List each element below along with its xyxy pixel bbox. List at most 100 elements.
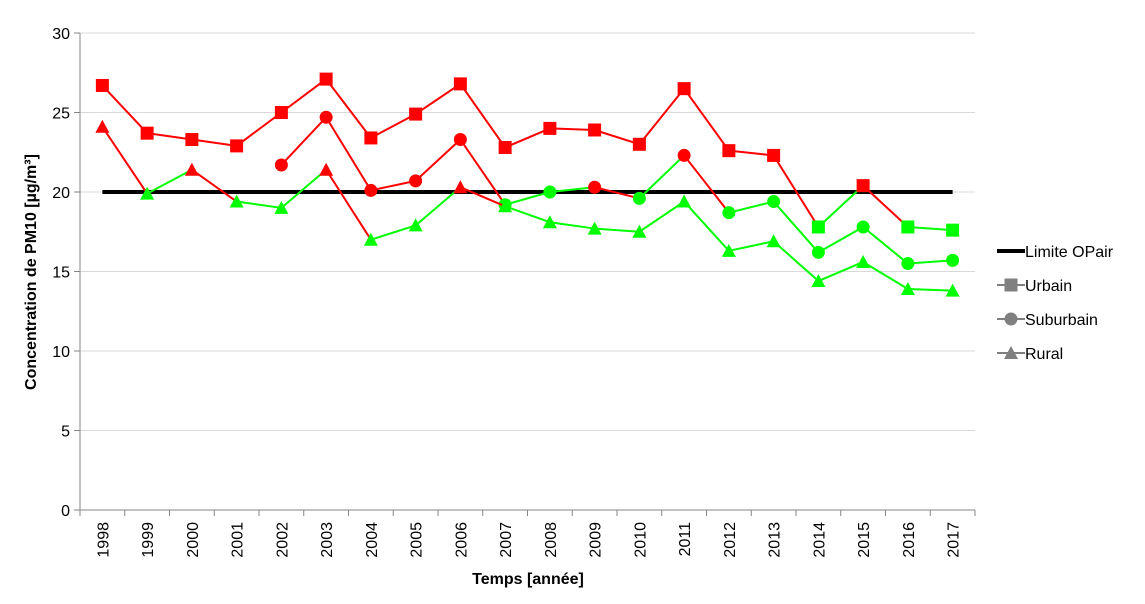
y-tick-labels: 0 5 10 15 20 25 30 — [52, 26, 70, 520]
line-urbain-2002 — [280, 78, 327, 114]
ytick-label-30: 30 — [52, 26, 70, 43]
point-urbain-1998 — [95, 78, 109, 92]
line-urbain-2000 — [191, 138, 237, 147]
line-rural-2009 — [594, 227, 640, 233]
point-rural-2004 — [363, 232, 378, 246]
line-suburbain-2008 — [549, 186, 595, 193]
point-rural-2013 — [766, 234, 781, 248]
line-urbain-2003 — [325, 78, 372, 139]
line-urbain-2011 — [683, 88, 730, 152]
line-urbain-2008 — [549, 127, 595, 131]
point-urbain-2003 — [319, 72, 333, 86]
line-suburbain-2009 — [594, 186, 640, 200]
point-urbain-2001 — [230, 139, 244, 153]
point-rural-2014 — [811, 274, 826, 288]
xtick-label-2017: 2017 — [946, 522, 963, 558]
line-urbain-2015 — [862, 184, 909, 228]
xtick-label-2010: 2010 — [632, 522, 649, 558]
series-group — [95, 72, 960, 297]
point-urbain-2004 — [364, 131, 378, 145]
xtick-label-2000: 2000 — [185, 522, 202, 558]
line-rural-2016 — [907, 287, 953, 292]
line-urbain-2005 — [415, 83, 461, 115]
point-urbain-2008 — [543, 121, 557, 135]
series-suburbain — [274, 110, 960, 271]
line-urbain-2001 — [236, 111, 282, 147]
point-suburbain-2016 — [901, 257, 915, 271]
point-rural-2009 — [587, 221, 602, 235]
line-rural-1999 — [146, 168, 193, 195]
line-suburbain-2010 — [638, 154, 685, 200]
legend-urbain-label: Urbain — [1025, 278, 1072, 295]
line-suburbain-2006 — [459, 138, 506, 206]
point-urbain-2010 — [632, 137, 646, 151]
point-suburbain-2017 — [946, 253, 960, 267]
line-rural-2001 — [236, 200, 282, 209]
point-suburbain-2011 — [677, 148, 691, 162]
line-urbain-2013 — [772, 154, 820, 228]
line-suburbain-2007 — [504, 191, 551, 206]
point-suburbain-2013 — [767, 195, 781, 209]
xtick-label-2006: 2006 — [453, 522, 470, 558]
line-suburbain-2004 — [370, 179, 416, 192]
legend-rural-swatch-marker — [1004, 346, 1018, 359]
point-rural-2001 — [229, 194, 244, 208]
line-urbain-2016 — [907, 225, 953, 232]
ytick-label-10: 10 — [52, 344, 70, 361]
legend-suburbain-swatch-marker — [1004, 312, 1018, 326]
line-rural-2006 — [459, 186, 506, 208]
line-rural-1998 — [101, 126, 148, 195]
point-rural-2003 — [319, 162, 334, 176]
line-rural-2005 — [414, 186, 462, 227]
ytick-label-5: 5 — [61, 424, 70, 441]
line-rural-2015 — [862, 261, 909, 290]
xtick-label-2008: 2008 — [543, 522, 560, 558]
xtick-label-1998: 1998 — [95, 522, 112, 558]
point-suburbain-2003 — [319, 110, 333, 124]
legend-urbain-swatch-marker — [1004, 278, 1018, 292]
point-urbain-2011 — [677, 82, 691, 96]
xtick-label-2016: 2016 — [901, 522, 918, 558]
point-rural-2010 — [632, 224, 647, 238]
line-suburbain-2014 — [817, 226, 864, 254]
series-urbain — [95, 72, 960, 237]
point-urbain-2009 — [588, 123, 602, 137]
line-urbain-2004 — [370, 113, 417, 139]
point-urbain-2002 — [274, 106, 288, 119]
line-rural-2011 — [683, 200, 730, 252]
xtick-label-2013: 2013 — [767, 522, 784, 558]
point-urbain-2014 — [811, 220, 825, 234]
line-suburbain-2005 — [414, 138, 462, 182]
legend-rural-label: Rural — [1025, 346, 1063, 363]
point-rural-1999 — [140, 186, 155, 200]
xtick-label-2005: 2005 — [409, 522, 426, 558]
point-urbain-2017 — [946, 223, 960, 237]
point-suburbain-2015 — [856, 220, 870, 234]
point-suburbain-2006 — [453, 133, 467, 147]
ytick-label-20: 20 — [52, 185, 70, 202]
point-suburbain-2005 — [409, 174, 423, 188]
line-urbain-2014 — [817, 184, 864, 228]
ytick-label-15: 15 — [52, 265, 70, 282]
line-suburbain-2015 — [862, 226, 909, 265]
line-suburbain-2012 — [728, 200, 774, 214]
gridlines — [74, 32, 975, 511]
xtick-label-2003: 2003 — [319, 522, 336, 558]
xtick-label-2012: 2012 — [722, 522, 739, 558]
point-rural-2017 — [945, 283, 960, 297]
point-rural-1998 — [95, 119, 110, 133]
line-urbain-2012 — [728, 149, 774, 157]
line-urbain-2006 — [459, 83, 506, 149]
line-suburbain-2003 — [325, 116, 372, 191]
point-suburbain-2004 — [364, 183, 378, 197]
point-urbain-2007 — [498, 140, 512, 154]
point-rural-2002 — [274, 200, 289, 214]
line-urbain-2007 — [504, 127, 551, 149]
line-rural-2008 — [549, 221, 595, 230]
point-urbain-2006 — [453, 77, 467, 91]
legend-limite-opair-label: Limite OPair — [1025, 244, 1114, 261]
xtick-label-2007: 2007 — [498, 522, 515, 558]
line-rural-2004 — [370, 224, 416, 241]
xtick-label-2014: 2014 — [811, 522, 828, 558]
line-suburbain-2016 — [907, 259, 953, 265]
